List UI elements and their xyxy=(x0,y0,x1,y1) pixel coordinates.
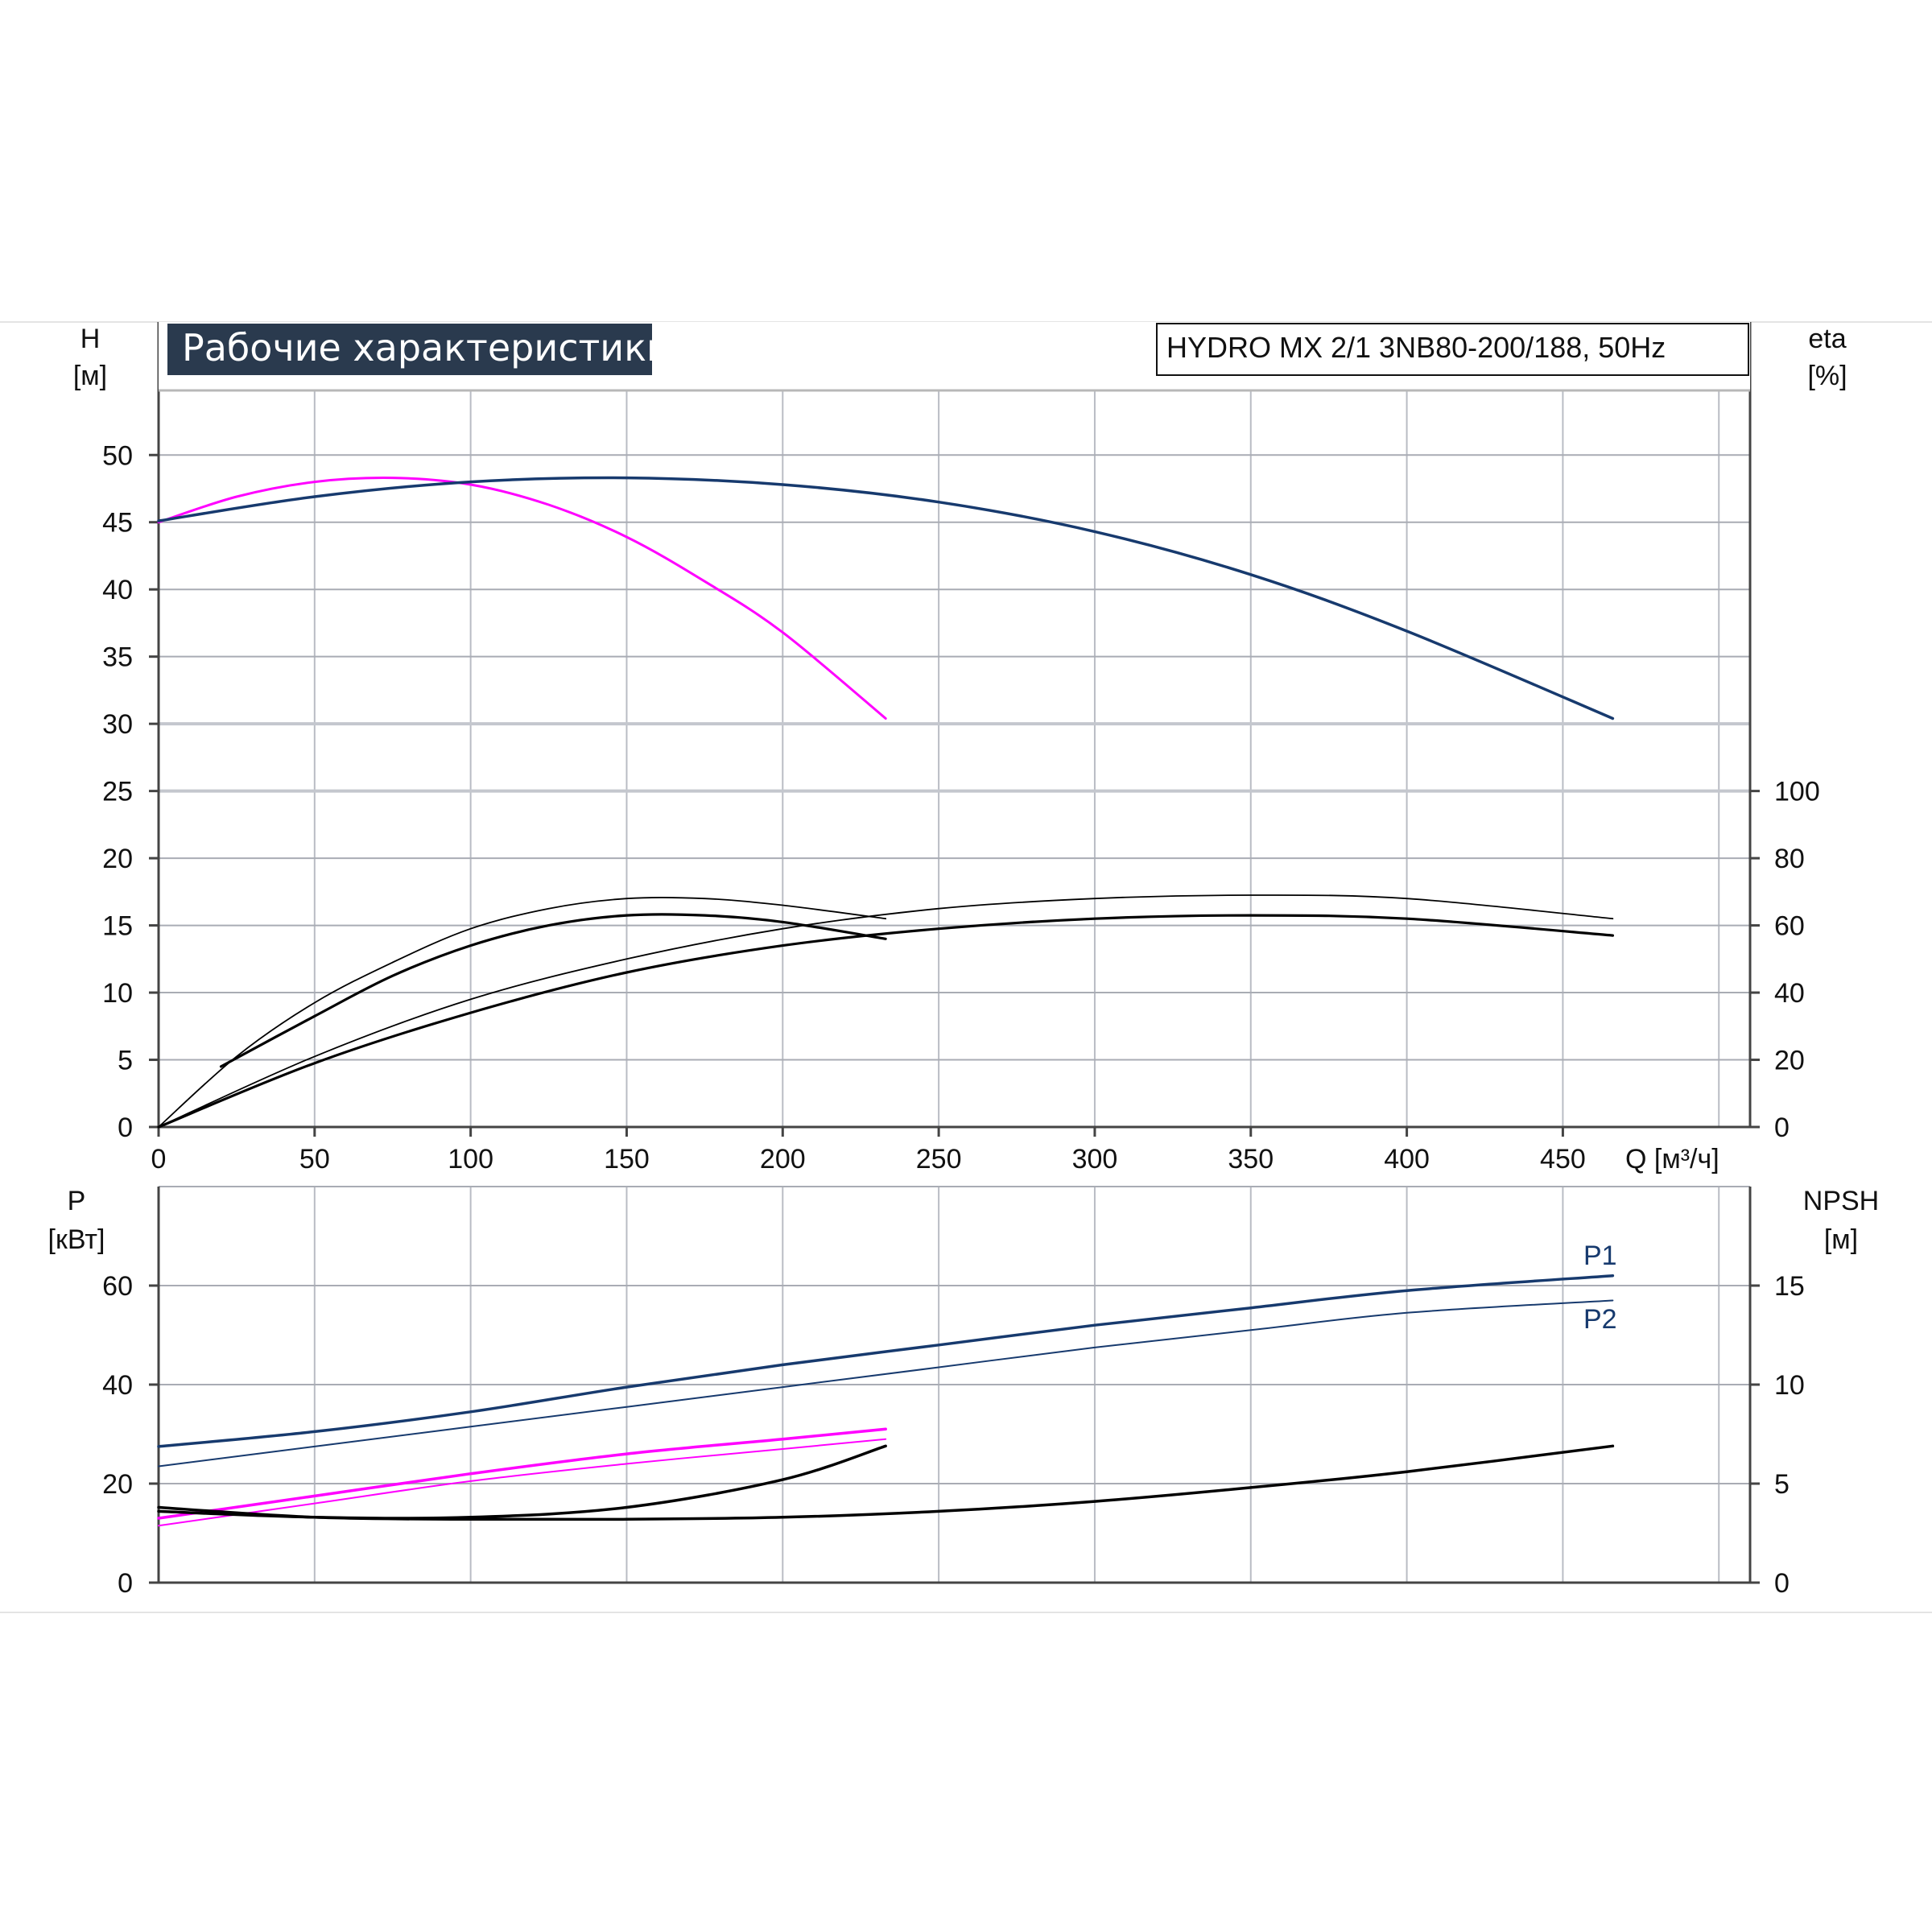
x-tick-label: 450 xyxy=(1540,1144,1586,1174)
y-tick-label: 25 xyxy=(102,777,133,807)
y-tick-label: 35 xyxy=(102,642,133,673)
power-series xyxy=(157,1274,1615,1527)
performance-series-line-6 xyxy=(157,914,1614,1129)
y2-tick-label: 20 xyxy=(1774,1046,1805,1076)
performance-grid xyxy=(157,322,1752,1129)
y2-axis-unit-eta: [%] xyxy=(1807,361,1847,391)
x-tick-label: 0 xyxy=(151,1144,167,1174)
x-tick-label: 150 xyxy=(604,1144,650,1174)
y2-tick-label: 100 xyxy=(1774,777,1820,807)
y-tick-label: 15 xyxy=(102,911,133,942)
y-tick-label: 0 xyxy=(118,1113,133,1143)
series-label-p2: P2 xyxy=(1583,1304,1617,1335)
y-tick-label: 20 xyxy=(102,844,133,874)
y2-axis-title-eta: eta xyxy=(1808,324,1846,354)
y-tick-label: 45 xyxy=(102,508,133,539)
model-box xyxy=(1156,323,1749,376)
y2-axis-unit-npsh: [м] xyxy=(1824,1224,1858,1255)
power-grid xyxy=(157,1186,1752,1584)
performance-series xyxy=(157,476,1615,1129)
y-tick-label: 40 xyxy=(102,575,133,605)
y-axis-unit-h: [м] xyxy=(73,361,107,391)
y-tick-label: 5 xyxy=(118,1046,133,1076)
y2-tick-label: 80 xyxy=(1774,844,1805,874)
title-box xyxy=(167,324,652,375)
chart-title: Рабочие характеристики xyxy=(182,326,671,369)
y2-tick-label: 0 xyxy=(1774,1568,1790,1599)
y2-tick-label: 60 xyxy=(1774,911,1805,942)
y-tick-label: 40 xyxy=(102,1370,133,1401)
model-label: HYDRO MX 2/1 3NB80-200/188, 50Hz xyxy=(1166,331,1666,364)
x-tick-label: 400 xyxy=(1384,1144,1430,1174)
y2-axis-title-npsh: NPSH xyxy=(1803,1186,1879,1216)
y-tick-label: 0 xyxy=(118,1568,133,1599)
y-tick-label: 20 xyxy=(102,1469,133,1500)
x-axis-title-q: Q [м³/ч] xyxy=(1625,1144,1719,1174)
power-series-line-3 xyxy=(157,1427,887,1520)
power-series-line-2 xyxy=(158,1299,1614,1468)
power-series-line-6 xyxy=(157,1444,1615,1521)
x-tick-label: 50 xyxy=(299,1144,330,1174)
y2-tick-label: 5 xyxy=(1774,1469,1790,1500)
y-axis-title-p: P xyxy=(68,1186,86,1216)
y2-tick-label: 15 xyxy=(1774,1271,1805,1302)
y-axis-unit-p: [кВт] xyxy=(48,1224,105,1255)
y-tick-label: 10 xyxy=(102,978,133,1009)
x-tick-label: 250 xyxy=(916,1144,962,1174)
y-tick-label: 60 xyxy=(102,1271,133,1302)
performance-series-line-4 xyxy=(219,913,887,1068)
y2-tick-label: 10 xyxy=(1774,1370,1805,1401)
power-series-line-5 xyxy=(157,1444,887,1520)
power-ticks: 0 20 40 60 0 5 10 15 xyxy=(102,1271,1805,1599)
y2-tick-label: 40 xyxy=(1774,978,1805,1009)
series-label-p1: P1 xyxy=(1583,1241,1617,1271)
performance-series-line-5 xyxy=(158,894,1614,1128)
performance-series-line-3 xyxy=(158,896,887,1128)
x-tick-label: 200 xyxy=(760,1144,806,1174)
performance-series-line-1 xyxy=(157,477,887,720)
performance-series-line-2 xyxy=(157,476,1615,720)
y-tick-label: 50 xyxy=(102,440,133,471)
performance-ticks: 0 5 10 15 20 25 30 35 40 45 50 0 20 40 60 80 100 0 50 100 15… xyxy=(102,440,1820,1174)
y-axis-title-h: H xyxy=(80,324,101,354)
x-tick-label: 100 xyxy=(448,1144,493,1174)
y-tick-label: 30 xyxy=(102,709,133,740)
x-tick-label: 350 xyxy=(1228,1144,1274,1174)
power-series-line-1 xyxy=(157,1274,1615,1448)
y2-tick-label: 0 xyxy=(1774,1113,1790,1143)
power-series-line-4 xyxy=(158,1438,887,1527)
x-tick-label: 300 xyxy=(1072,1144,1118,1174)
